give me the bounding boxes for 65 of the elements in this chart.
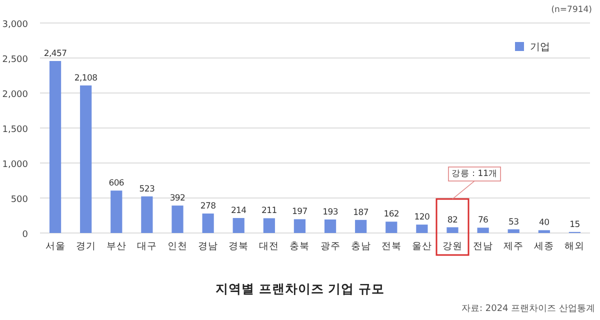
bar (49, 61, 62, 233)
annotation: 강릉 : 11개 (451, 169, 498, 179)
y-tick-label: 1,000 (2, 160, 28, 170)
y-tick-label: 0 (22, 230, 28, 240)
bar (202, 214, 214, 233)
text: 392 (170, 194, 186, 204)
text: 자료: 2024 프랜차이즈 산업통계 (461, 304, 595, 314)
bar (355, 220, 367, 233)
text: 197 (292, 207, 308, 218)
bar (386, 222, 398, 233)
x-tick-label: 울산 (412, 241, 432, 252)
text: 40 (539, 218, 550, 228)
y-tick-label: 1,500 (2, 125, 28, 135)
text: 211 (262, 206, 277, 216)
x-tick-label: 부산 (106, 241, 126, 252)
bar (141, 196, 153, 233)
text: 지역별 프랜차이즈 기업 규모 (215, 281, 385, 296)
bar (80, 85, 92, 233)
text: 162 (384, 210, 400, 220)
x-tick-label: 서울 (45, 241, 66, 252)
text: 214 (230, 206, 246, 216)
bar (538, 230, 550, 233)
bar (324, 219, 336, 233)
x-tick-label: 제주 (504, 241, 524, 252)
x-tick-label: 대구 (136, 241, 157, 252)
text: (n=7914) (551, 5, 592, 15)
text: 15 (570, 220, 580, 230)
bar (477, 228, 489, 233)
text: 606 (108, 178, 124, 189)
bar (446, 227, 458, 233)
text: 76 (478, 216, 488, 226)
bar (508, 229, 520, 233)
text: 82 (447, 215, 458, 226)
y-tick-label: 500 (10, 195, 28, 205)
text: 187 (353, 208, 368, 218)
bar (416, 224, 428, 233)
text: 2,108 (74, 73, 98, 84)
x-tick-label: 충남 (350, 241, 371, 252)
bar (294, 219, 306, 233)
legend-label: 기업 (530, 42, 550, 53)
text: 523 (139, 184, 155, 194)
text: 193 (322, 207, 338, 218)
x-tick-label: 경북 (228, 241, 249, 252)
x-tick-label: 대전 (259, 241, 280, 252)
text: 278 (200, 202, 216, 212)
bar (172, 206, 184, 233)
text: 53 (508, 217, 519, 228)
x-tick-label: 강원 (442, 241, 462, 252)
x-tick-label: 충북 (290, 241, 310, 252)
bar (110, 190, 122, 233)
x-tick-label: 세종 (534, 241, 554, 252)
x-tick-label: 전북 (381, 241, 402, 252)
bar (232, 218, 244, 233)
x-tick-label: 해외 (564, 241, 585, 252)
bar (263, 218, 275, 233)
x-tick-label: 전남 (473, 241, 494, 252)
y-tick-label: 3,000 (2, 20, 28, 30)
text: 2,457 (44, 49, 67, 60)
x-tick-label: 인천 (168, 241, 188, 252)
x-tick-label: 경기 (76, 241, 96, 252)
y-tick-label: 2,500 (2, 55, 28, 65)
x-tick-label: 경남 (198, 241, 218, 252)
text: 120 (414, 212, 430, 223)
x-tick-label: 광주 (320, 241, 340, 252)
y-tick-label: 2,000 (2, 90, 28, 100)
